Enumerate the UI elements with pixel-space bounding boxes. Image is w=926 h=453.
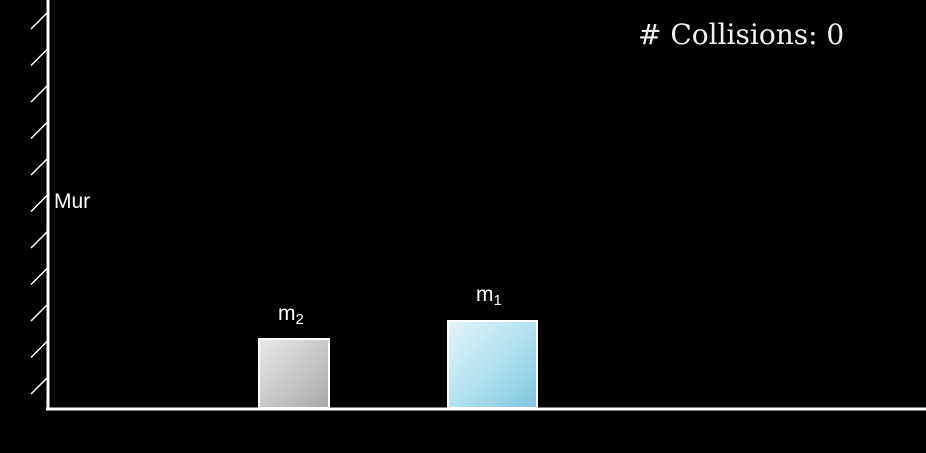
wall-hatch-line — [30, 304, 48, 322]
wall-hatch-line — [30, 158, 48, 176]
wall-hatch-line — [30, 48, 48, 67]
block-m2-label-sub: 2 — [295, 311, 304, 328]
wall-hatch-line — [30, 85, 48, 103]
wall-label: Mur — [54, 190, 91, 213]
collision-counter: # Collisions: 0 — [638, 18, 845, 51]
block-m2-label-main: m — [278, 302, 296, 325]
block-m1 — [447, 320, 538, 409]
wall-hatch-line — [30, 231, 48, 249]
wall-hatch-line — [30, 12, 48, 30]
wall-hatch-line — [30, 340, 48, 359]
block-m2-label: m2 — [278, 302, 304, 328]
wall-hatch-line — [30, 377, 48, 395]
block-m1-label: m1 — [476, 283, 502, 309]
block-m1-label-sub: 1 — [493, 292, 502, 309]
block-m2 — [258, 338, 330, 409]
block-m1-label-main: m — [476, 283, 494, 306]
wall-hatch-line — [30, 194, 48, 213]
wall-hatch-line — [30, 267, 48, 286]
wall-hatch-line — [30, 121, 48, 140]
wall-hatching — [30, 12, 48, 395]
